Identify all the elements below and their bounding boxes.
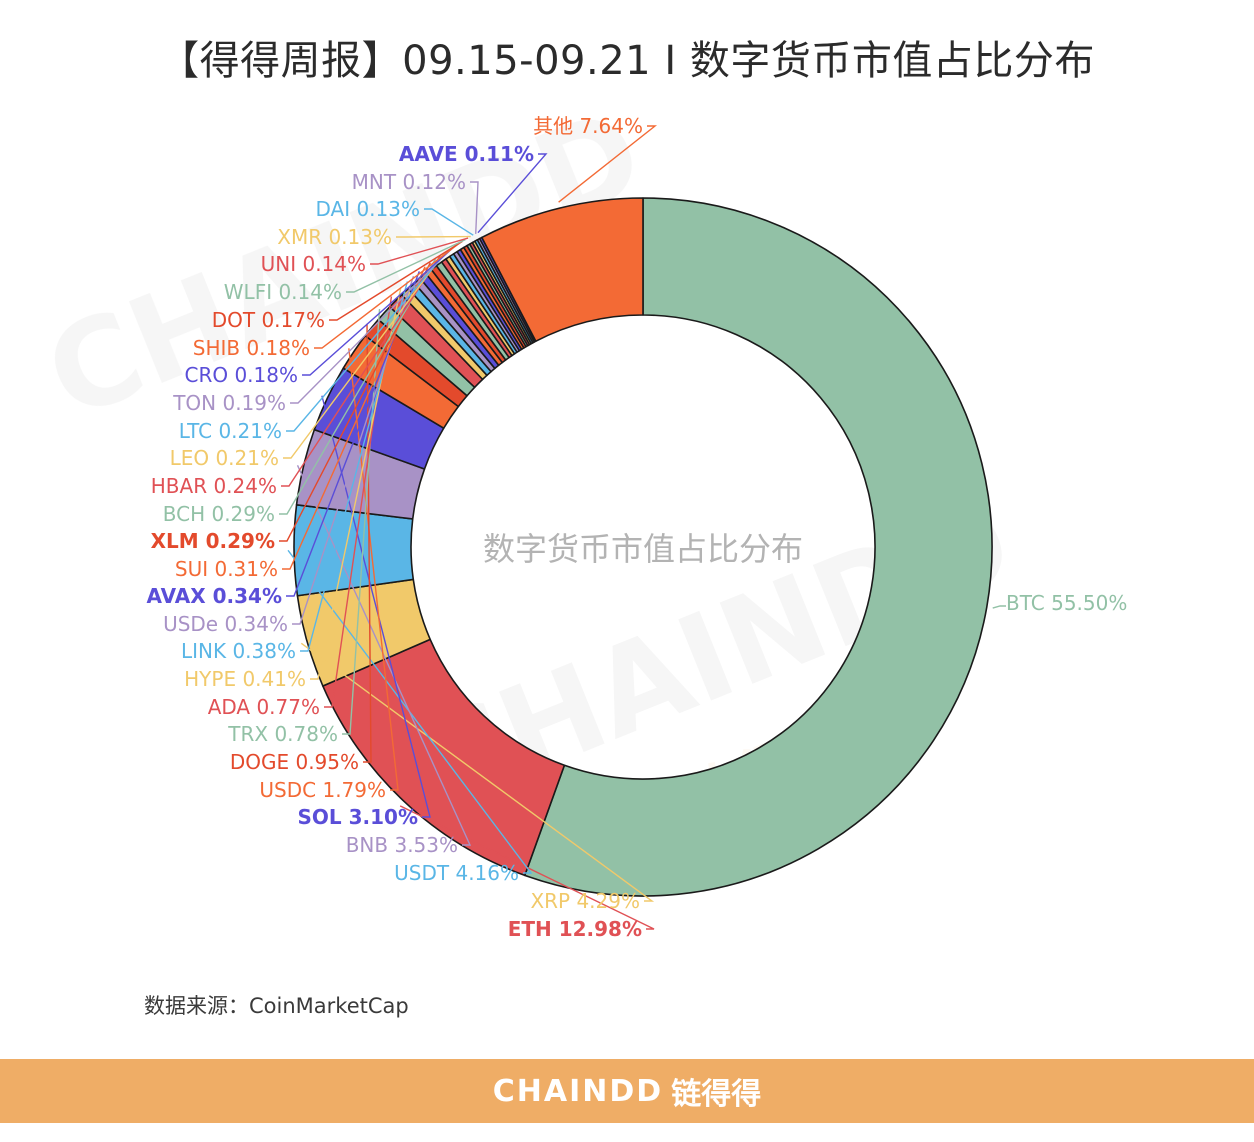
label-shib: SHIB 0.18%	[193, 336, 310, 360]
label-ada: ADA 0.77%	[208, 695, 320, 719]
label-bnb: BNB 3.53%	[346, 833, 458, 857]
label-ton: TON 0.19%	[172, 391, 286, 415]
label-wlfi: WLFI 0.14%	[224, 280, 342, 304]
label-xlm: XLM 0.29%	[151, 529, 275, 553]
leader-leo	[283, 252, 446, 459]
footer-logo: CHAINDD 链得得	[493, 1069, 761, 1113]
data-source: 数据来源：CoinMarketCap	[144, 994, 409, 1018]
footer-bar: CHAINDD 链得得	[0, 1059, 1254, 1123]
label-usde: USDe 0.34%	[163, 612, 288, 636]
chart-title: 【得得周报】09.15-09.21 I 数字货币市值占比分布	[159, 38, 1095, 84]
slice-btc[interactable]	[523, 197, 993, 897]
leader-ltc	[286, 249, 449, 432]
label-xmr: XMR 0.13%	[277, 225, 392, 249]
label-leo: LEO 0.21%	[170, 446, 279, 470]
leader-dot	[329, 240, 463, 321]
leader-ada	[324, 296, 393, 708]
leader-usdt	[287, 549, 533, 874]
leader-avax	[286, 271, 420, 597]
footer-brand-cn: 链得得	[671, 1077, 762, 1112]
label-avax: AVAX 0.34%	[147, 584, 283, 608]
label-aave: AAVE 0.11%	[399, 142, 534, 166]
leader-link	[300, 281, 409, 652]
leader-bnb	[296, 465, 472, 846]
label-hype: HYPE 0.41%	[184, 667, 306, 691]
leader-hype	[310, 287, 402, 680]
label-xrp: XRP 4.29%	[530, 889, 640, 913]
label-sui: SUI 0.31%	[175, 557, 278, 581]
label-eth: ETH 12.98%	[508, 917, 642, 941]
label-usdt: USDT 4.16%	[394, 861, 519, 885]
label-link: LINK 0.38%	[181, 639, 296, 663]
leader-sol	[321, 395, 431, 818]
slice-labels: BTC 55.50% ETH 12.98% XRP 4.29% USDT 4.16% B…	[147, 114, 1128, 941]
center-label: 数字货币市值占比分布	[483, 530, 803, 568]
leader-lines	[279, 125, 1006, 930]
leader-xlm	[279, 262, 431, 542]
leader-dai	[424, 208, 474, 236]
label-cro: CRO 0.18%	[185, 363, 299, 387]
leader-usdc	[348, 348, 399, 791]
leader-wlfi	[346, 239, 466, 293]
label-bch: BCH 0.29%	[163, 502, 275, 526]
leader-bch	[279, 258, 437, 515]
leader-btc	[992, 605, 1006, 609]
label-btc: BTC 55.50%	[1006, 591, 1127, 615]
leader-cro	[302, 244, 457, 376]
leader-eth	[399, 805, 655, 930]
leader-sui	[282, 266, 426, 570]
leader-other	[558, 125, 658, 203]
leader-aave	[477, 153, 548, 234]
label-usdc: USDC 1.79%	[259, 778, 386, 802]
leader-shib	[314, 242, 460, 349]
label-sol: SOL 3.10%	[298, 805, 419, 829]
leader-uni	[370, 237, 469, 265]
leader-hbar	[281, 255, 441, 487]
slice-other[interactable]	[481, 197, 644, 343]
leader-ton	[290, 247, 453, 404]
label-ltc: LTC 0.21%	[179, 419, 282, 443]
leader-usde	[292, 275, 415, 625]
label-other: 其他 7.64%	[533, 114, 643, 138]
label-doge: DOGE 0.95%	[230, 750, 359, 774]
label-mnt: MNT 0.12%	[352, 170, 466, 194]
label-dot: DOT 0.17%	[212, 308, 325, 332]
label-trx: TRX 0.78%	[227, 722, 338, 746]
label-dai: DAI 0.13%	[315, 197, 420, 221]
leader-xrp	[300, 642, 655, 902]
label-hbar: HBAR 0.24%	[151, 474, 277, 498]
leader-mnt	[470, 181, 479, 234]
footer-brand: CHAINDD	[492, 1073, 664, 1109]
label-uni: UNI 0.14%	[261, 252, 366, 276]
